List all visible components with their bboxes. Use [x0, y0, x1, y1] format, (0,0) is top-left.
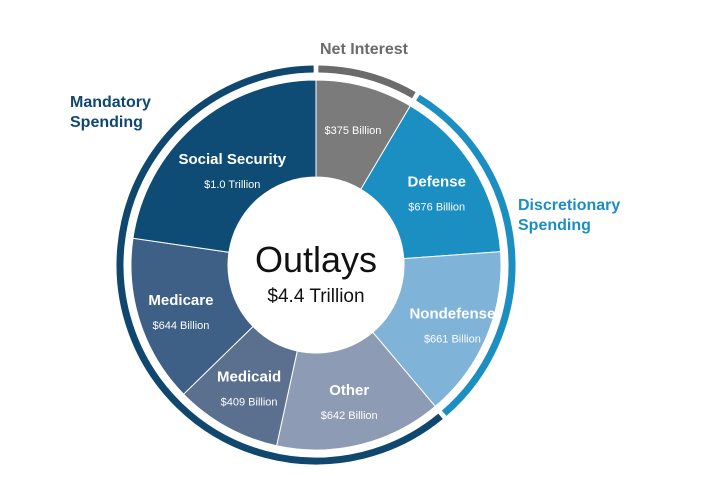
slice-name-other: Other [329, 382, 369, 399]
chart-title: Outlays [255, 239, 377, 280]
slice-value-net-interest: $375 Billion [325, 125, 382, 137]
slice-value-other: $642 Billion [321, 410, 378, 422]
slice-value-medicare: $644 Billion [153, 320, 210, 332]
ring-mandatory [116, 65, 443, 465]
slice-value-social-security: $1.0 Trillion [204, 179, 260, 191]
group-label-mandatory: Spending [70, 114, 143, 131]
group-labels: Mandatory Spending Discretionary Spending Ne… [70, 41, 620, 234]
donut-center [228, 177, 404, 353]
ring-discretionary [416, 94, 516, 416]
group-label-discretionary: Discretionary [518, 197, 620, 214]
group-label-mandatory: Mandatory [70, 94, 151, 111]
slice-value-nondefense: $661 Billion [424, 333, 481, 345]
slice-name-medicaid: Medicaid [217, 369, 281, 386]
donut-slices [130, 79, 502, 451]
ring-net_interest [318, 65, 416, 99]
group-ring [116, 65, 516, 465]
chart-subtitle: $4.4 Trillion [267, 286, 364, 307]
slice-labels: $375 Billion Defense $676 Billion Nondefens… [148, 125, 495, 422]
slice-value-medicaid: $409 Billion [221, 397, 278, 409]
slice-value-defense: $676 Billion [408, 201, 465, 213]
slice-name-social-security: Social Security [179, 151, 287, 168]
group-label-net_interest: Net Interest [320, 41, 409, 58]
slice-name-medicare: Medicare [148, 292, 213, 309]
slice-name-nondefense: Nondefense [409, 305, 495, 322]
slice-name-defense: Defense [408, 173, 466, 190]
group-label-discretionary: Spending [518, 217, 591, 234]
